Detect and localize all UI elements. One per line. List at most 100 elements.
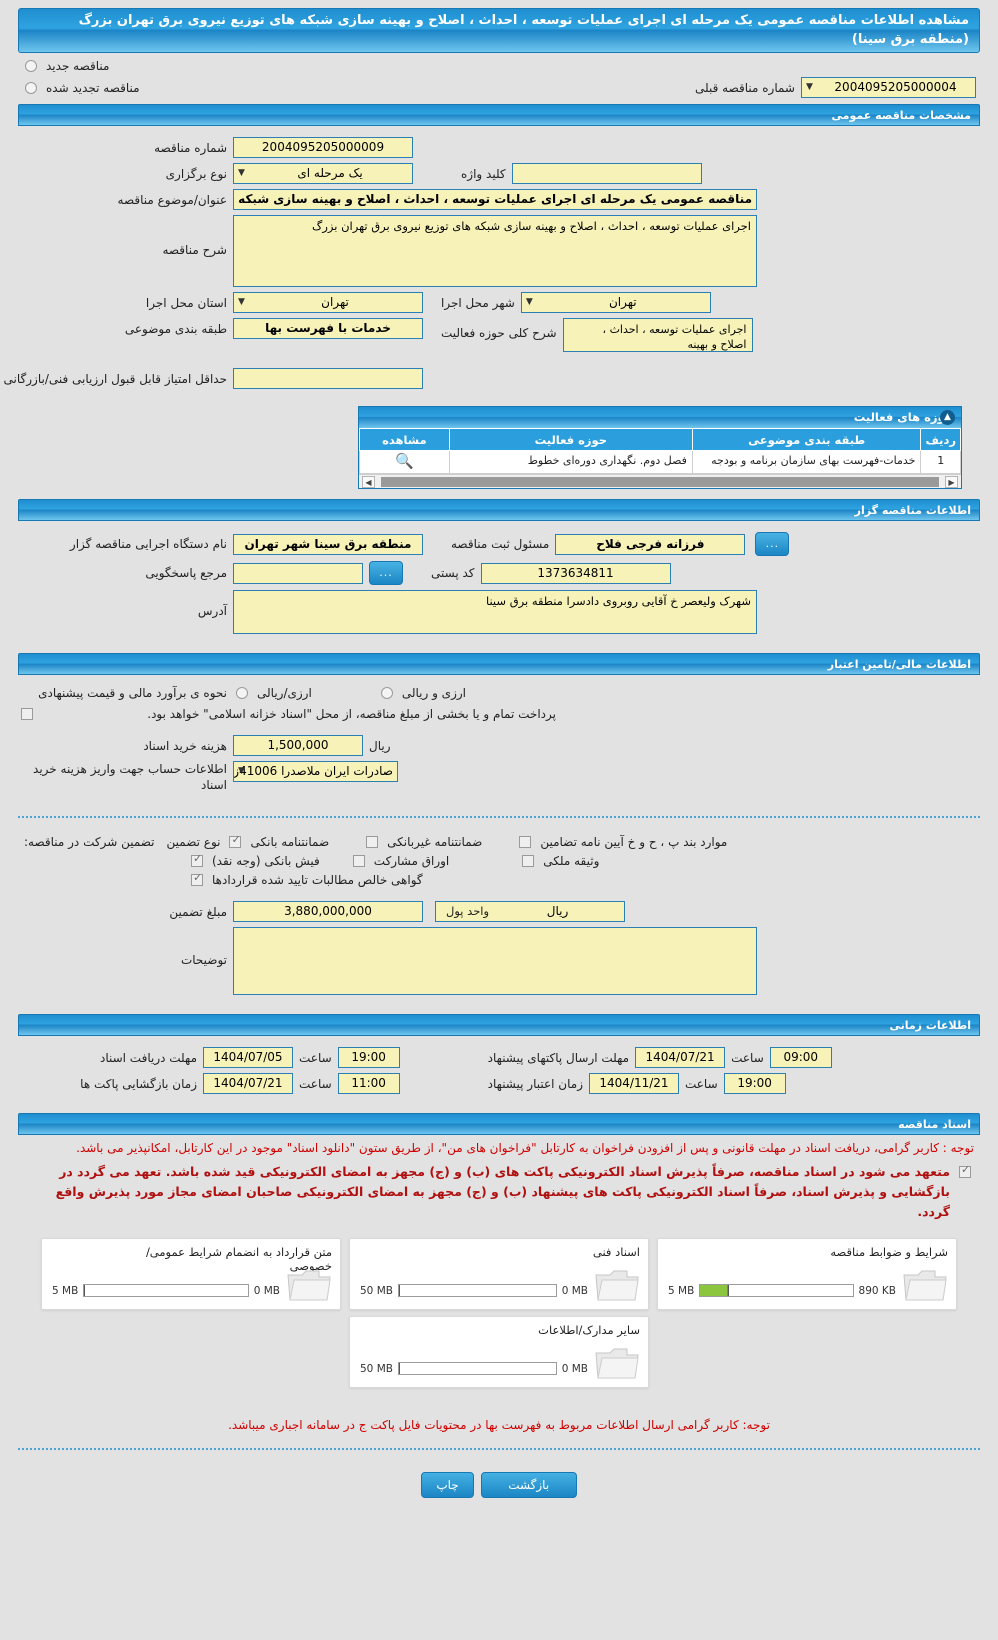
section-organizer-header: اطلاعات مناقصه گزار xyxy=(18,499,980,521)
activity-desc-textarea[interactable]: اجرای عملیات توسعه ، احداث ، اصلاح و بهی… xyxy=(562,318,753,352)
proposal-validity-date[interactable]: 1404/11/21 xyxy=(588,1073,679,1094)
table-horizontal-scrollbar[interactable]: ◀ ▶ xyxy=(359,474,961,488)
file-box-contract[interactable]: متن قرارداد به انضمام شرایط عمومی/خصوصی … xyxy=(41,1238,341,1310)
envelope-open-date[interactable]: 1404/07/21 xyxy=(203,1073,293,1094)
print-button[interactable]: چاپ xyxy=(421,1472,474,1498)
checkbox-guarantee-opt-3[interactable] xyxy=(519,836,532,848)
checkbox-guarantee-opt-5[interactable] xyxy=(352,855,365,867)
postal-code-input[interactable]: 1373634811 xyxy=(480,562,671,584)
file-cursor-other xyxy=(398,1363,400,1374)
checkbox-guarantee-opt-1[interactable] xyxy=(229,833,242,848)
estimate-both-label: ارزی و ریالی xyxy=(401,686,467,700)
magnifier-icon[interactable]: 🔍 xyxy=(395,452,414,470)
file-track-contract xyxy=(83,1284,249,1297)
previous-tender-value: 2004095205000004 xyxy=(834,80,957,94)
checkbox-guarantee-opt-4[interactable] xyxy=(191,852,203,867)
account-select[interactable]: ▼ صادرات ایران ملاصدرا 41006ز xyxy=(233,761,398,782)
min-score-input[interactable] xyxy=(233,368,423,389)
doc-cost-input[interactable]: 1,500,000 xyxy=(233,735,363,756)
back-button[interactable]: بازگشت xyxy=(480,1472,577,1498)
previous-tender-select[interactable]: ▼ 2004095205000004 xyxy=(801,77,976,98)
tender-number-input[interactable]: 2004095205000009 xyxy=(233,137,413,158)
documents-notice: توجه : کاربر گرامی، دریافت اسناد در مهلت… xyxy=(76,1141,974,1155)
address-textarea[interactable]: شهرک ولیعصر خ آقایی روبروی دادسرا منطقه … xyxy=(233,590,757,634)
agency-input[interactable]: منطقه برق سینا شهر تهران xyxy=(233,533,423,555)
chevron-down-icon: ▼ xyxy=(238,766,245,776)
cell-classification: خدمات-فهرست بهای سازمان برنامه و بودجه xyxy=(691,450,922,474)
keyword-input[interactable] xyxy=(511,163,702,184)
doc-receive-deadline-date[interactable]: 1404/07/05 xyxy=(203,1047,293,1068)
folder-icon[interactable] xyxy=(286,1267,332,1303)
doc-receive-deadline-time[interactable]: 19:00 xyxy=(337,1047,400,1068)
estimate-rial-label: ارزی/ریالی xyxy=(257,686,312,700)
doc-cost-unit: ریال xyxy=(369,738,391,753)
guarantee-notes-label: توضیحات xyxy=(180,953,227,967)
radio-renewed-label: مناقصه تجدید شده xyxy=(46,80,140,95)
envelope-open-time[interactable]: 11:00 xyxy=(337,1073,400,1094)
postal-code-label: کد پستی xyxy=(431,566,475,580)
file-box-technical[interactable]: اسناد فنی 50 MB 0 MB xyxy=(349,1238,649,1310)
folder-icon[interactable] xyxy=(594,1345,640,1381)
hour-label-4: ساعت xyxy=(299,1076,332,1091)
commitment-text: متعهد می شود در اسناد مناقصه، صرفاً پذیر… xyxy=(55,1164,950,1219)
province-select[interactable]: ▼ تهران xyxy=(233,292,423,313)
city-select[interactable]: ▼ تهران xyxy=(520,292,711,313)
registrar-input[interactable]: فرزانه فرجی فلاح xyxy=(555,533,746,555)
section-timing-body: 09:00 ساعت 1404/07/21 مهلت ارسال پاکتهای… xyxy=(18,1036,980,1107)
guarantee-notes-textarea[interactable] xyxy=(233,927,757,995)
organizer-browse-button[interactable]: ... xyxy=(755,532,790,556)
activity-domains-title-text: حوزه های فعالیت xyxy=(853,410,953,424)
keyword-label: کلید واژه xyxy=(461,166,506,181)
province-value: تهران xyxy=(321,295,349,309)
collapse-icon[interactable]: ▲ xyxy=(940,410,955,425)
guarantee-amount-input[interactable]: 3,880,000,000 xyxy=(233,901,423,922)
file-progress-terms: 5 MB 890 KB xyxy=(668,1284,896,1297)
scroll-right-arrow-icon[interactable]: ▶ xyxy=(945,476,958,488)
radio-estimate-both[interactable] xyxy=(380,687,393,699)
renewed-row: ▼ 2004095205000004 شماره مناقصه قبلی منا… xyxy=(0,77,998,98)
estimate-label: نحوه ی برآورد مالی و قیمت پیشنهادی xyxy=(38,686,227,700)
contact-browse-button[interactable]: ... xyxy=(369,561,403,585)
radio-estimate-rial[interactable] xyxy=(236,687,248,699)
file-title-terms: شرایط و ضوابط مناقصه xyxy=(830,1245,948,1259)
account-label: اطلاعات حساب جهت واریز هزینه خرید اسناد xyxy=(33,762,227,792)
submit-deadline-date[interactable]: 1404/07/21 xyxy=(635,1047,726,1068)
subject-label: عنوان/موضوع مناقصه xyxy=(117,192,227,207)
file-used-other: 0 MB xyxy=(561,1362,588,1375)
checkbox-guarantee-opt-7[interactable] xyxy=(191,871,203,886)
scroll-left-arrow-icon[interactable]: ◀ xyxy=(362,476,375,488)
contact-input[interactable] xyxy=(233,562,363,584)
description-textarea[interactable]: اجرای عملیات توسعه ، احداث ، اصلاح و بهی… xyxy=(233,215,757,287)
file-box-terms[interactable]: شرایط و ضوابط مناقصه 5 MB 890 KB xyxy=(657,1238,957,1310)
divider-finance xyxy=(18,816,980,818)
activity-domains-table: ردیف طبقه بندی موضوعی حوزه فعالیت مشاهده… xyxy=(359,428,961,474)
folder-icon[interactable] xyxy=(594,1267,640,1303)
file-track-other xyxy=(397,1362,557,1375)
checkbox-commitment[interactable] xyxy=(959,1163,971,1178)
footer-actions: بازگشت چاپ xyxy=(0,1460,998,1512)
proposal-validity-time[interactable]: 19:00 xyxy=(723,1073,786,1094)
submit-deadline-time[interactable]: 09:00 xyxy=(769,1047,832,1068)
subject-input[interactable]: مناقصه عمومی یک مرحله ای اجرای عملیات تو… xyxy=(233,189,757,210)
radio-new-tender[interactable] xyxy=(25,60,37,72)
file-title-technical: اسناد فنی xyxy=(592,1245,640,1259)
file-box-other[interactable]: سایر مدارک/اطلاعات 50 MB 0 MB xyxy=(349,1316,649,1388)
page-title: مشاهده اطلاعات مناقصه عمومی یک مرحله ای … xyxy=(18,8,980,53)
checkbox-guarantee-opt-2[interactable] xyxy=(366,836,379,848)
section-general-header: مشخصات مناقصه عمومی xyxy=(18,104,980,126)
activity-domains-title: ▲ حوزه های فعالیت xyxy=(359,407,961,428)
file-used-technical: 0 MB xyxy=(561,1284,588,1297)
classification-select[interactable]: خدمات با فهرست بها xyxy=(233,318,423,339)
file-fill-terms xyxy=(700,1285,728,1296)
file-upload-grid: شرایط و ضوابط مناقصه 5 MB 890 KB اسناد ف… xyxy=(0,1238,998,1388)
folder-icon[interactable] xyxy=(902,1267,948,1303)
scroll-thumb[interactable] xyxy=(381,477,939,487)
checkbox-treasury[interactable] xyxy=(21,708,33,720)
guarantee-opt-7-label: گواهی خالص مطالبات تایید شده قراردادها xyxy=(212,873,423,887)
cell-view[interactable]: 🔍 xyxy=(359,450,450,474)
tender-kind-row: مناقصه جدید xyxy=(0,59,998,73)
hold-type-select[interactable]: ▼ یک مرحله ای xyxy=(233,163,413,184)
city-value: تهران xyxy=(608,295,637,309)
radio-renewed-tender[interactable] xyxy=(25,81,37,94)
checkbox-guarantee-opt-6[interactable] xyxy=(522,855,535,867)
